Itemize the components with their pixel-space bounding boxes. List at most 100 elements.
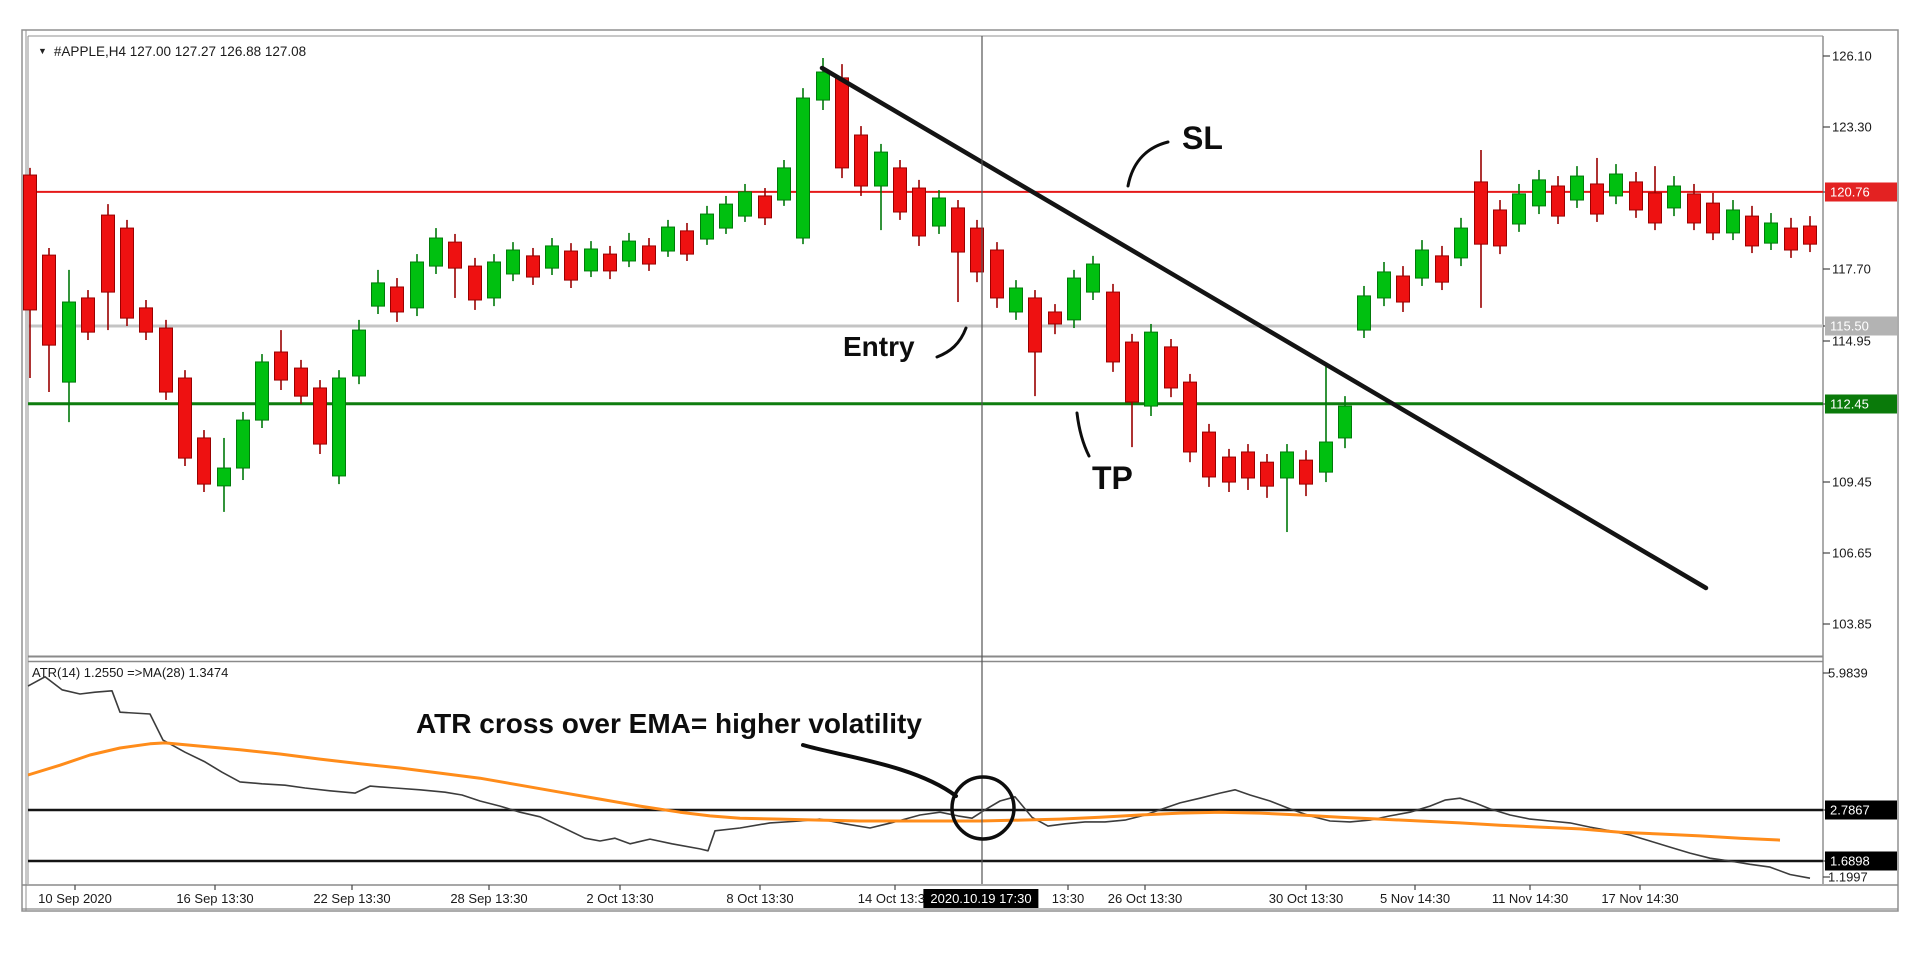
price-level-badge: 115.50 bbox=[1825, 316, 1897, 336]
candlestick-bear bbox=[1241, 444, 1255, 490]
window-frame bbox=[21, 29, 1899, 912]
candlestick-bull bbox=[1067, 269, 1081, 329]
candlestick-bull bbox=[777, 159, 791, 206]
candlestick-bear bbox=[1590, 157, 1604, 222]
candlestick-bull bbox=[1319, 366, 1333, 483]
candlestick-bear bbox=[603, 245, 617, 280]
candlestick-bull bbox=[371, 269, 385, 315]
candlestick-bull bbox=[1415, 240, 1429, 286]
indicator-label: ATR(14) 1.2550 =>MA(28) 1.3474 bbox=[32, 665, 229, 680]
candlestick-bear bbox=[970, 219, 984, 283]
candlestick-bear bbox=[1493, 200, 1507, 255]
candlestick-bear bbox=[1396, 266, 1410, 312]
time-axis-label: 30 Oct 13:30 bbox=[1268, 891, 1344, 906]
candlestick-bull bbox=[1009, 280, 1023, 320]
descending-trendline[interactable] bbox=[819, 65, 1709, 591]
candlestick-bull bbox=[584, 241, 598, 278]
candlestick-bull bbox=[506, 242, 520, 282]
candlestick-bear bbox=[294, 359, 308, 405]
symbol-ohlc-title: #APPLE,H4 127.00 127.27 126.88 127.08 bbox=[53, 44, 307, 59]
candlestick-bear bbox=[1299, 450, 1313, 497]
candlestick-bear bbox=[1706, 192, 1720, 241]
annotation-atr-note[interactable]: ATR cross over EMA= higher volatility bbox=[416, 708, 922, 739]
candlestick-bear bbox=[854, 126, 868, 196]
price-tick-label: 114.95 bbox=[1832, 333, 1871, 349]
candlestick-bear bbox=[1687, 183, 1701, 231]
candlestick-bull bbox=[236, 411, 250, 481]
candlestick-bull bbox=[719, 195, 733, 234]
candlestick-bear bbox=[893, 159, 907, 220]
chart-dropdown-icon[interactable]: ▼ bbox=[38, 46, 47, 57]
indicator-level-badge: 1.6898 bbox=[1825, 851, 1897, 871]
candlestick-bull bbox=[1144, 323, 1158, 417]
candlestick-bear bbox=[758, 188, 772, 226]
annotation-entry[interactable]: Entry bbox=[843, 331, 915, 362]
candlestick-bull bbox=[1338, 396, 1352, 449]
price-level-badge: 120.76 bbox=[1825, 182, 1897, 202]
time-axis-label: 13:30 bbox=[1051, 891, 1085, 906]
candlestick-bull bbox=[1726, 200, 1740, 241]
candlestick-bull bbox=[1086, 255, 1100, 300]
time-axis-label: 22 Sep 13:30 bbox=[313, 891, 391, 906]
candlestick-bull bbox=[1512, 183, 1526, 232]
candlestick-bear bbox=[642, 238, 656, 271]
highlight-circle[interactable] bbox=[950, 775, 1016, 841]
candlestick-bear bbox=[197, 430, 211, 493]
time-axis-label: 5 Nov 14:30 bbox=[1379, 891, 1451, 906]
chart-title-bar: ▼ #APPLE,H4 127.00 127.27 126.88 127.08 bbox=[38, 45, 306, 59]
candlestick-bear bbox=[1028, 290, 1042, 397]
price-tick-label: 126.10 bbox=[1832, 48, 1872, 64]
candlestick-bull bbox=[1377, 261, 1391, 307]
price-tick-label: 123.30 bbox=[1832, 119, 1872, 135]
candlestick-bear bbox=[1222, 448, 1236, 493]
candlestick-bear bbox=[274, 330, 288, 391]
candlestick-bear bbox=[313, 380, 327, 455]
candlestick-bear bbox=[951, 200, 965, 303]
candlestick-bear bbox=[564, 243, 578, 289]
candlestick-bull bbox=[796, 88, 810, 245]
time-axis-label: 16 Sep 13:30 bbox=[176, 891, 254, 906]
candlestick-bull bbox=[255, 354, 269, 428]
price-tick-label: 117.70 bbox=[1832, 261, 1871, 277]
candlestick-bear bbox=[1474, 150, 1488, 308]
indicator-tick-label: 1.1997 bbox=[1828, 869, 1868, 885]
candlestick-bear bbox=[1183, 373, 1197, 463]
candlestick-bear bbox=[448, 233, 462, 298]
candlestick-bull bbox=[1357, 285, 1371, 338]
candlestick-bear bbox=[101, 204, 115, 331]
candlestick-bull bbox=[410, 254, 424, 317]
candlestick-bear bbox=[120, 219, 134, 326]
time-axis-label: 10 Sep 2020 bbox=[38, 891, 112, 906]
candlestick-bear bbox=[1164, 339, 1178, 398]
time-axis-label: 17 Nov 14:30 bbox=[1601, 891, 1679, 906]
price-tick-label: 106.65 bbox=[1832, 545, 1872, 561]
candlestick-bull bbox=[352, 319, 366, 385]
time-axis-label: 2 Oct 13:30 bbox=[586, 891, 654, 906]
candlestick-bull bbox=[545, 238, 559, 275]
candlestick-bull bbox=[816, 57, 830, 111]
candlestick-bull bbox=[1454, 217, 1468, 267]
candlestick-bear bbox=[1648, 166, 1662, 231]
candlestick-bull bbox=[932, 190, 946, 234]
candlestick-bear bbox=[23, 167, 37, 379]
candlestick-bear bbox=[526, 247, 540, 285]
ma-line bbox=[27, 741, 1781, 842]
candlestick-bull bbox=[1532, 169, 1546, 215]
time-cursor-badge: 2020.10.19 17:30 bbox=[923, 889, 1039, 908]
candlestick-bull bbox=[429, 228, 443, 274]
candlestick-bull bbox=[62, 269, 76, 423]
annotation-tp[interactable]: TP bbox=[1092, 460, 1133, 496]
atr-pointer-arc bbox=[801, 743, 958, 798]
price-tick-label: 103.85 bbox=[1832, 616, 1872, 632]
annotation-sl[interactable]: SL bbox=[1182, 120, 1223, 156]
candlestick-bull bbox=[661, 219, 675, 257]
candlestick-bull bbox=[332, 370, 346, 485]
candlestick-bear bbox=[139, 299, 153, 341]
candlestick-bear bbox=[42, 247, 56, 393]
tp-pointer-arc bbox=[1075, 411, 1091, 458]
candlestick-bear bbox=[990, 242, 1004, 308]
candlestick-bear bbox=[1260, 454, 1274, 498]
price-tick-label: 109.45 bbox=[1832, 474, 1872, 490]
